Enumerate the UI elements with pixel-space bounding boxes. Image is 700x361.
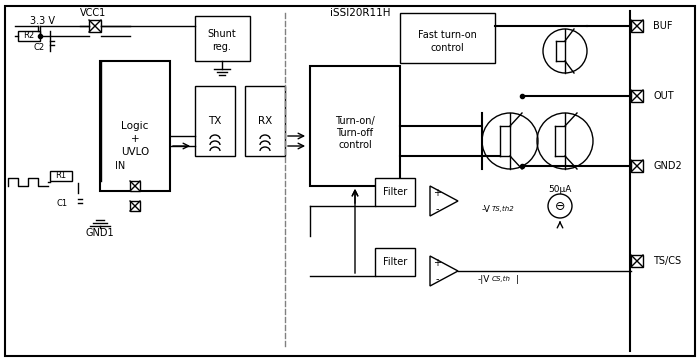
- Text: Shunt: Shunt: [208, 29, 237, 39]
- Bar: [631, 160, 643, 172]
- Bar: [130, 181, 140, 191]
- Text: -V: -V: [481, 204, 490, 213]
- Text: reg.: reg.: [213, 42, 232, 52]
- Bar: [18, 31, 40, 41]
- Text: Turn-on/: Turn-on/: [335, 116, 375, 126]
- Text: Logic: Logic: [121, 121, 148, 131]
- Bar: [195, 16, 250, 61]
- Text: R1: R1: [55, 171, 66, 180]
- Text: control: control: [338, 140, 372, 150]
- Bar: [245, 86, 285, 156]
- Text: CS,th: CS,th: [492, 276, 511, 282]
- Text: |: |: [516, 274, 519, 283]
- Text: TX: TX: [209, 116, 222, 126]
- Text: C2: C2: [34, 43, 45, 52]
- Text: 3.3 V: 3.3 V: [30, 16, 55, 26]
- Text: Filter: Filter: [383, 187, 407, 197]
- Text: IN: IN: [115, 161, 125, 171]
- Text: +: +: [433, 188, 441, 198]
- Bar: [400, 13, 495, 63]
- Bar: [631, 255, 643, 267]
- Text: GND2: GND2: [653, 161, 682, 171]
- Text: BUF: BUF: [653, 21, 673, 31]
- Text: control: control: [430, 43, 464, 53]
- Text: +: +: [433, 258, 441, 268]
- Text: UVLO: UVLO: [121, 147, 149, 157]
- Bar: [89, 20, 101, 32]
- Text: GND1: GND1: [85, 228, 114, 238]
- Bar: [100, 61, 170, 191]
- Bar: [631, 20, 643, 32]
- Text: Turn-off: Turn-off: [337, 128, 374, 138]
- Text: iSSI20R11H: iSSI20R11H: [330, 8, 391, 18]
- Text: -|V: -|V: [477, 274, 490, 283]
- Text: -: -: [435, 274, 439, 284]
- Text: TS/CS: TS/CS: [653, 256, 681, 266]
- Text: Fast turn-on: Fast turn-on: [418, 30, 477, 40]
- Text: OUT: OUT: [653, 91, 673, 101]
- Bar: [310, 66, 400, 186]
- Bar: [130, 201, 140, 211]
- Text: 50μA: 50μA: [548, 184, 572, 193]
- Text: -: -: [435, 204, 439, 214]
- Text: Filter: Filter: [383, 257, 407, 267]
- Text: RX: RX: [258, 116, 272, 126]
- Text: R2: R2: [23, 31, 34, 40]
- Text: VCC1: VCC1: [80, 8, 106, 18]
- Text: C1: C1: [57, 199, 68, 208]
- Text: TS,th2: TS,th2: [492, 206, 514, 212]
- Text: +: +: [131, 134, 139, 144]
- Bar: [375, 178, 415, 206]
- Bar: [195, 86, 235, 156]
- Text: ⊖: ⊖: [554, 200, 566, 213]
- Bar: [50, 171, 72, 181]
- Bar: [375, 248, 415, 276]
- Bar: [631, 90, 643, 102]
